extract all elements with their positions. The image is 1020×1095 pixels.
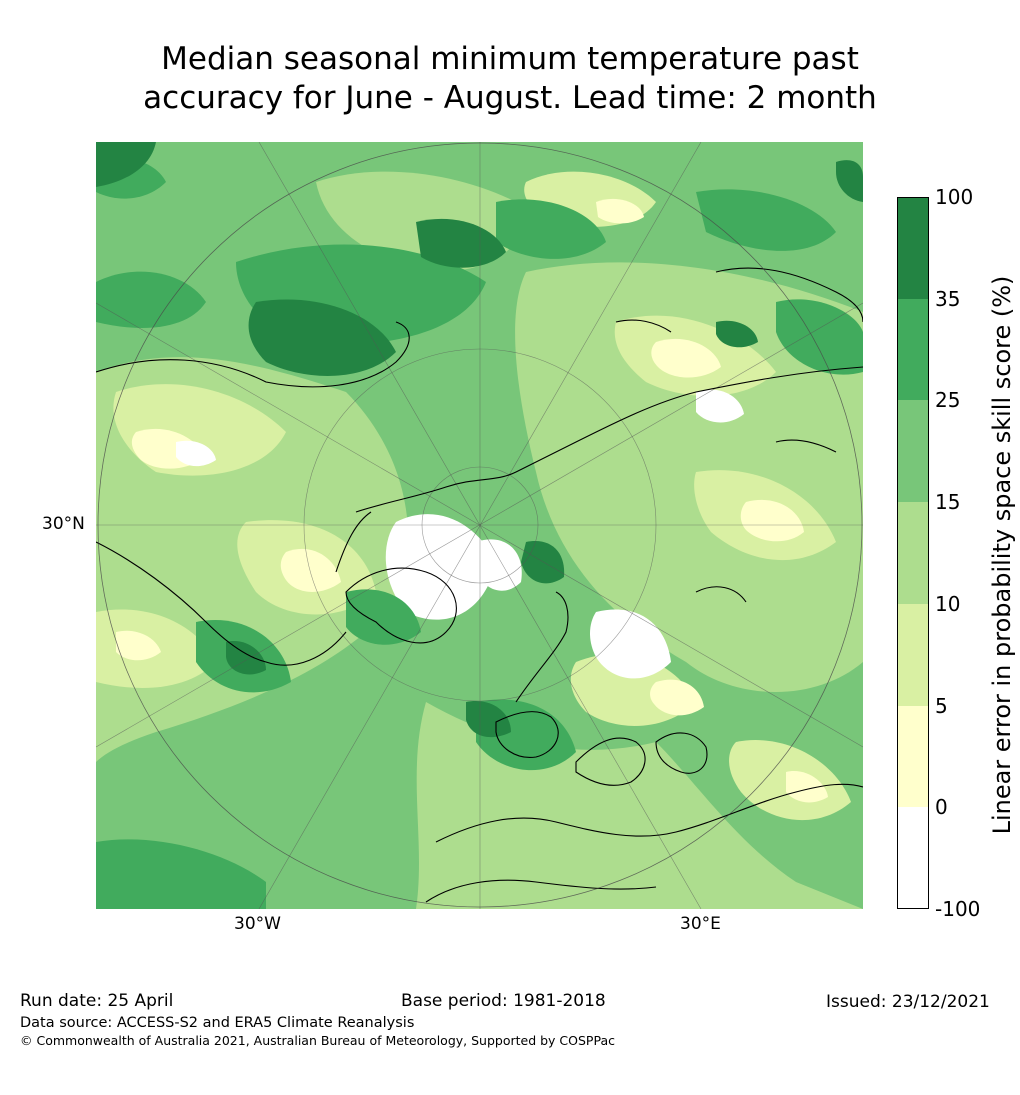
- coastlines: [96, 267, 863, 903]
- colorbar-segment: [897, 807, 929, 909]
- chart-title: Median seasonal minimum temperature past…: [0, 40, 1020, 118]
- title-line-2: accuracy for June - August. Lead time: 2…: [143, 80, 877, 116]
- colorbar-segment: [897, 705, 929, 808]
- base-period: Base period: 1981-2018: [401, 991, 606, 1011]
- colorbar-label: Linear error in probability space skill …: [988, 275, 1016, 835]
- copyright: © Commonwealth of Australia 2021, Austra…: [20, 1033, 615, 1048]
- colorbar-segment: [897, 603, 929, 706]
- colorbar-tick-label: 25: [935, 388, 961, 413]
- longitude-label-west: 30°W: [234, 914, 281, 934]
- colorbar-tick-label: 5: [935, 693, 948, 718]
- colorbar-tick-label: 15: [935, 490, 961, 515]
- latitude-label: 30°N: [42, 514, 85, 534]
- longitude-label-east: 30°E: [680, 914, 721, 934]
- skill-score-map: [96, 142, 863, 909]
- projection-boundary: [97, 142, 863, 908]
- colorbar-tick-label: -100: [935, 897, 981, 921]
- colorbar-segment: [897, 197, 929, 299]
- colorbar: [897, 197, 929, 909]
- white-regions: [176, 389, 744, 679]
- dark-green-patches: [96, 142, 863, 738]
- colorbar-tick-label: 0: [935, 795, 948, 820]
- colorbar-segment: [897, 298, 929, 401]
- run-date: Run date: 25 April: [20, 991, 174, 1011]
- issued-date: Issued: 23/12/2021: [826, 992, 990, 1012]
- colorbar-segment: [897, 400, 929, 503]
- colorbar-tick-label: 100: [935, 185, 974, 209]
- data-source: Data source: ACCESS-S2 and ERA5 Climate …: [20, 1015, 415, 1031]
- colorbar-tick-label: 35: [935, 286, 961, 311]
- title-line-1: Median seasonal minimum temperature past: [161, 41, 859, 77]
- colorbar-segment: [897, 502, 929, 604]
- colorbar-tick-label: 10: [935, 591, 961, 616]
